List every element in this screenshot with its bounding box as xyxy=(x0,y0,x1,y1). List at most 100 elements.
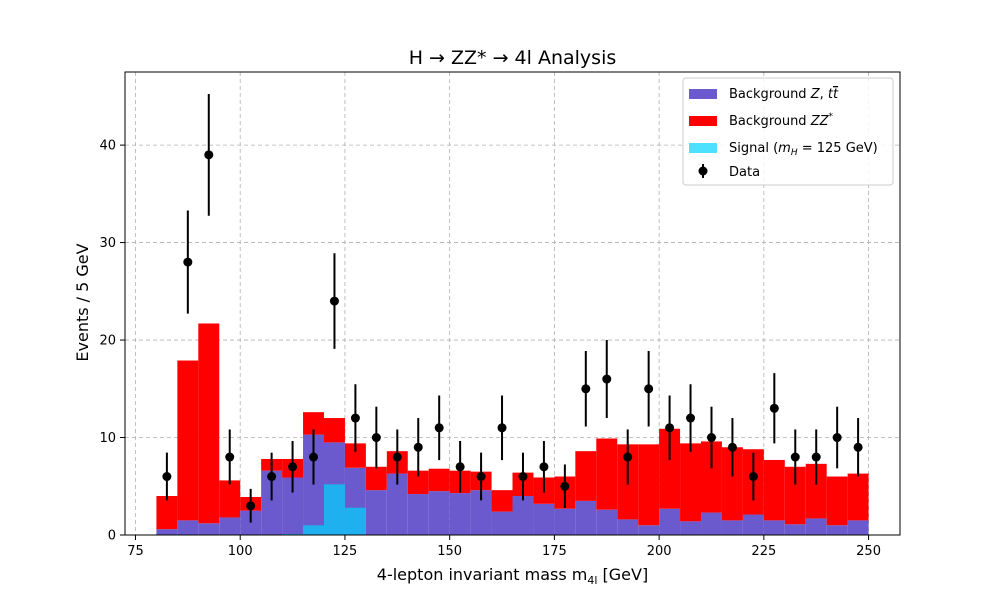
y-tick-label: 10 xyxy=(99,431,116,446)
x-axis-label-sub: 4l xyxy=(587,574,597,587)
data-point xyxy=(288,462,298,472)
bar-background-z-tt xyxy=(638,525,660,535)
bar-background-zz xyxy=(721,447,743,521)
y-axis-label: Events / 5 GeV xyxy=(73,243,92,361)
data-point xyxy=(434,423,444,433)
data-point xyxy=(560,481,570,491)
bar-background-z-tt xyxy=(177,520,199,535)
bar-background-zz xyxy=(219,480,241,518)
data-point xyxy=(581,384,591,394)
x-tick-label: 250 xyxy=(856,544,881,559)
data-point xyxy=(392,452,402,462)
data-point xyxy=(602,374,612,384)
x-tick-label: 75 xyxy=(127,544,144,559)
plot-frame xyxy=(124,71,901,536)
bar-background-z-tt xyxy=(365,490,387,535)
bar-background-z-tt xyxy=(659,508,681,535)
data-point xyxy=(329,296,339,306)
bars-layer xyxy=(156,323,869,535)
data-point xyxy=(832,433,842,443)
bar-background-zz xyxy=(344,443,366,468)
bar-background-z-tt xyxy=(784,524,806,535)
bar-background-z-tt xyxy=(219,517,241,535)
legend-label-background-zz: Background ZZ* xyxy=(729,112,834,129)
bar-background-z-tt xyxy=(575,500,597,535)
bar-background-z-tt xyxy=(491,511,513,535)
bar-background-zz xyxy=(701,441,722,513)
data-point xyxy=(790,452,800,462)
bar-background-z-tt xyxy=(428,491,450,535)
bar-background-z-tt xyxy=(847,520,869,535)
x-axis-label-unit: [GeV] xyxy=(597,565,648,584)
data-point xyxy=(665,423,675,433)
bar-background-z-tt xyxy=(449,493,471,535)
y-tick-label: 40 xyxy=(99,139,116,154)
bar-signal xyxy=(344,507,366,535)
bar-background-z-tt xyxy=(282,477,304,535)
legend-box xyxy=(682,77,894,186)
bar-background-z-tt xyxy=(805,518,827,535)
bar-background-zz xyxy=(428,468,450,492)
bar-background-z-tt xyxy=(386,473,408,535)
legend-label-background-z-tt: Background Z, tt xyxy=(729,87,839,102)
bar-background-z-tt xyxy=(407,494,429,535)
bar-background-z-tt xyxy=(617,519,639,535)
bar-background-z-tt xyxy=(721,520,743,535)
bar-background-z-tt xyxy=(763,520,785,535)
data-point xyxy=(853,442,863,452)
x-tick-label: 125 xyxy=(333,544,358,559)
x-tick-label: 175 xyxy=(542,544,567,559)
bar-background-zz xyxy=(365,466,387,491)
bar-background-z-tt xyxy=(554,508,576,535)
bar-background-z-tt xyxy=(512,496,534,535)
bar-background-z-tt xyxy=(742,514,764,535)
data-point xyxy=(748,472,758,482)
bar-signal xyxy=(303,525,324,535)
legend: Background Z, tt Background ZZ* Signal (… xyxy=(682,77,894,186)
legend-data-marker xyxy=(698,166,708,176)
bar-background-zz xyxy=(156,496,178,530)
legend-swatch-signal xyxy=(689,143,717,153)
bar-background-zz xyxy=(638,444,660,526)
bar-background-zz xyxy=(177,360,199,521)
data-point xyxy=(811,452,821,462)
legend-label-data: Data xyxy=(729,165,760,180)
bar-background-zz xyxy=(826,476,848,526)
y-tick-label: 30 xyxy=(99,236,116,251)
bar-background-z-tt xyxy=(261,470,283,535)
bar-background-zz xyxy=(784,466,806,525)
data-point xyxy=(455,462,465,472)
x-tick-label: 100 xyxy=(228,544,253,559)
x-axis-label-main: 4-lepton invariant mass m xyxy=(377,565,588,584)
bar-background-zz xyxy=(680,443,702,522)
data-point xyxy=(518,472,528,482)
chart-title: H → ZZ* → 4l Analysis xyxy=(409,47,617,69)
bar-background-zz xyxy=(847,473,869,521)
x-tick-label: 225 xyxy=(751,544,776,559)
bar-background-z-tt xyxy=(303,434,324,535)
x-tick-label: 150 xyxy=(437,544,462,559)
data-point xyxy=(769,403,779,413)
data-point xyxy=(225,452,235,462)
bar-background-z-tt xyxy=(701,512,722,535)
bar-background-zz xyxy=(596,438,618,510)
bar-signal xyxy=(323,484,345,535)
bar-background-z-tt xyxy=(533,503,555,535)
data-point xyxy=(539,462,549,472)
x-axis-label: 4-lepton invariant mass m4l [GeV] xyxy=(377,565,648,587)
bar-background-zz xyxy=(198,323,220,524)
data-point xyxy=(162,472,172,482)
bar-background-z-tt xyxy=(198,523,220,535)
data-point xyxy=(267,472,277,482)
y-tick-label: 20 xyxy=(99,334,116,349)
bar-background-zz xyxy=(763,459,785,521)
data-point xyxy=(497,423,507,433)
data-point xyxy=(371,433,381,443)
y-tick-label: 0 xyxy=(108,529,116,544)
data-point xyxy=(246,501,256,511)
x-tick-label: 200 xyxy=(647,544,672,559)
data-point xyxy=(204,150,214,160)
bar-background-zz xyxy=(323,418,345,443)
bar-background-z-tt xyxy=(156,529,178,535)
